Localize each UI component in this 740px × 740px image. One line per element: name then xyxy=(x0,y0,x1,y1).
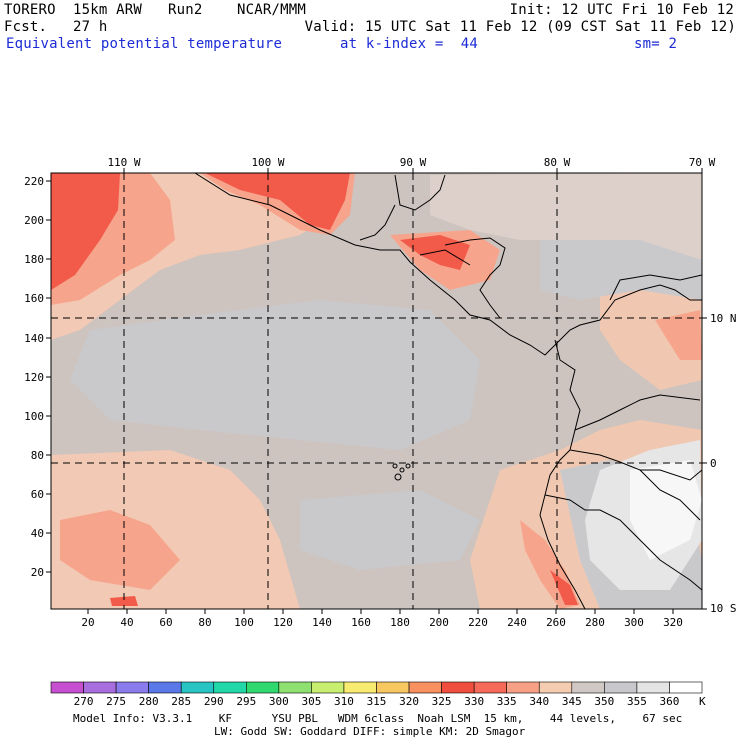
colorbar-swatch xyxy=(115,681,149,694)
y-tick-220: 220 xyxy=(24,175,44,188)
colorbar-swatch xyxy=(636,681,670,694)
right-tick-0: 0 xyxy=(710,457,717,470)
x-tick-260: 260 xyxy=(546,616,566,629)
top-tick-90w: 90 W xyxy=(400,156,427,169)
top-tick-100w: 100 W xyxy=(251,156,284,169)
x-tick-280: 280 xyxy=(585,616,605,629)
colorbar-label: 335 xyxy=(497,695,517,708)
init-time: Init: 12 UTC Fri 10 Feb 12 xyxy=(509,2,734,18)
colorbar-swatch xyxy=(311,681,345,694)
x-tick-140: 140 xyxy=(312,616,332,629)
x-tick-200: 200 xyxy=(429,616,449,629)
colorbar-swatch xyxy=(278,681,312,694)
field-name: Equivalent potential temperature xyxy=(6,36,283,52)
colorbar-label: 285 xyxy=(171,695,191,708)
colorbar-swatch xyxy=(669,681,703,694)
colorbar-label: 310 xyxy=(334,695,354,708)
colorbar-swatch xyxy=(180,681,215,694)
colorbar-swatch xyxy=(571,681,605,694)
top-tick-80w: 80 W xyxy=(544,156,571,169)
x-tick-60: 60 xyxy=(159,616,172,629)
colorbar-swatch xyxy=(213,681,247,694)
colorbar-swatch xyxy=(148,681,182,694)
colorbar-label: 270 xyxy=(74,695,94,708)
valid-time: Valid: 15 UTC Sat 11 Feb 12 (09 CST Sat … xyxy=(304,19,736,35)
lat-lon-grid xyxy=(51,173,702,609)
colorbar-swatch xyxy=(538,681,573,694)
colorbar-swatch xyxy=(604,681,638,694)
level-label: at k-index = 44 xyxy=(340,36,479,52)
x-tick-320: 320 xyxy=(663,616,683,629)
y-tick-180: 180 xyxy=(24,253,44,266)
colorbar-label: 345 xyxy=(562,695,582,708)
y-tick-100: 100 xyxy=(24,410,44,423)
colorbar-label: 305 xyxy=(301,695,321,708)
y-tick-160: 160 xyxy=(24,292,44,305)
colorbar-label: 320 xyxy=(399,695,419,708)
colorbar-label: 280 xyxy=(139,695,159,708)
colorbar-label: 340 xyxy=(529,695,549,708)
x-tick-40: 40 xyxy=(120,616,133,629)
colorbar-swatch xyxy=(343,681,377,694)
colorbar-swatch xyxy=(246,681,280,694)
colorbar-label: 330 xyxy=(464,695,484,708)
y-tick-200: 200 xyxy=(24,214,44,227)
x-tick-80: 80 xyxy=(198,616,211,629)
y-tick-120: 120 xyxy=(24,371,44,384)
y-tick-60: 60 xyxy=(31,488,44,501)
colorbar-swatch xyxy=(506,681,540,694)
y-tick-40: 40 xyxy=(31,527,44,540)
colorbar-label: 300 xyxy=(269,695,289,708)
forecast-hour: Fcst. 27 h xyxy=(4,19,108,35)
colorbar-label: 325 xyxy=(432,695,452,708)
colorbar-swatch xyxy=(376,681,410,694)
colorbar-swatch xyxy=(473,681,507,694)
x-tick-160: 160 xyxy=(351,616,371,629)
colorbar-label: 275 xyxy=(106,695,126,708)
x-tick-100: 100 xyxy=(234,616,254,629)
x-tick-120: 120 xyxy=(273,616,293,629)
x-tick-240: 240 xyxy=(507,616,527,629)
colorbar-label: 360 xyxy=(660,695,680,708)
smoothing-label: sm= 2 xyxy=(634,36,678,52)
colorbar-labels: 270 275 280 285 290 295 300 305 310 315 320 325 330 3… xyxy=(74,695,680,708)
colorbar-label: 290 xyxy=(204,695,224,708)
axis-ticks xyxy=(46,168,707,614)
model-title: TORERO 15km ARW Run2 NCAR/MMM xyxy=(4,2,307,18)
colorbar-swatch xyxy=(441,681,475,694)
y-tick-80: 80 xyxy=(31,449,44,462)
map-frame xyxy=(50,172,703,610)
x-tick-180: 180 xyxy=(390,616,410,629)
right-tick-10s: 10 S xyxy=(710,602,737,615)
colorbar-label: 315 xyxy=(367,695,387,708)
colorbar-label: 355 xyxy=(627,695,647,708)
x-tick-20: 20 xyxy=(81,616,94,629)
coastlines xyxy=(194,173,702,609)
theta-e-field xyxy=(51,173,702,609)
colorbar-swatch xyxy=(408,681,442,694)
colorbar-label: 295 xyxy=(236,695,256,708)
top-tick-110w: 110 W xyxy=(107,156,140,169)
colorbar-swatch xyxy=(83,681,117,694)
colorbar-swatch xyxy=(50,681,84,694)
colorbar xyxy=(50,681,703,694)
x-tick-300: 300 xyxy=(624,616,644,629)
right-tick-10n: 10 N xyxy=(710,312,737,325)
colorbar-label: 350 xyxy=(594,695,614,708)
colorbar-unit: K xyxy=(699,695,706,708)
x-tick-220: 220 xyxy=(468,616,488,629)
y-tick-20: 20 xyxy=(31,566,44,579)
model-info-line2: LW: Godd SW: Goddard DIFF: simple KM: 2D… xyxy=(214,725,526,738)
model-info-line1: Model Info: V3.3.1 KF YSU PBL WDM 6class… xyxy=(73,712,683,725)
top-tick-70w: 70 W xyxy=(689,156,716,169)
y-tick-140: 140 xyxy=(24,332,44,345)
